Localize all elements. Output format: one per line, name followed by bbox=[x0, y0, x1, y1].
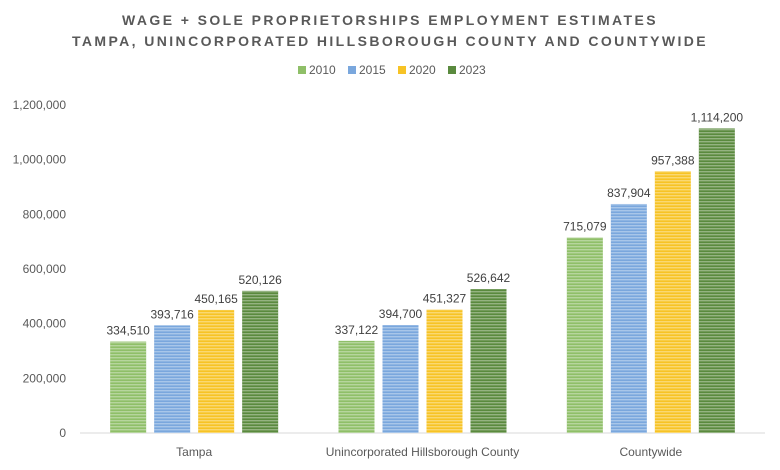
data-label-2015-0: 393,716 bbox=[150, 307, 194, 321]
legend-swatch-2010 bbox=[298, 66, 306, 74]
bar-2010-2 bbox=[566, 237, 603, 433]
bar-texture bbox=[426, 309, 463, 433]
bar-2023-2 bbox=[698, 128, 735, 433]
bar-2015-2 bbox=[610, 203, 647, 433]
bar-texture bbox=[610, 203, 647, 433]
category-label-2: Countywide bbox=[619, 445, 682, 459]
bar-2015-1 bbox=[382, 325, 419, 433]
data-label-2020-0: 450,165 bbox=[194, 292, 238, 306]
bar-texture bbox=[654, 171, 691, 433]
bar-texture bbox=[470, 289, 507, 433]
bar-texture bbox=[698, 128, 735, 433]
data-label-2010-2: 715,079 bbox=[563, 220, 607, 234]
legend-label-2020: 2020 bbox=[409, 63, 436, 77]
data-label-2023-0: 520,126 bbox=[238, 273, 282, 287]
bar-texture bbox=[198, 309, 235, 433]
y-axis: 0 200,000 400,000 600,000 800,000 1,000,000 1,… bbox=[13, 98, 765, 440]
bar-2020-1 bbox=[426, 309, 463, 433]
y-tick-label: 1,000,000 bbox=[13, 153, 67, 167]
data-label-2020-1: 451,327 bbox=[423, 292, 467, 306]
bar-texture bbox=[566, 237, 603, 433]
y-tick-label: 800,000 bbox=[23, 207, 67, 221]
bar-2023-1 bbox=[470, 289, 507, 433]
category-label-0: Tampa bbox=[176, 445, 212, 459]
data-label-2015-1: 394,700 bbox=[379, 307, 423, 321]
legend: 2010 2015 2020 2023 bbox=[298, 63, 486, 77]
y-tick-label: 400,000 bbox=[23, 317, 67, 331]
category-label-1: Unincorporated Hillsborough County bbox=[326, 445, 519, 459]
data-label-2023-2: 1,114,200 bbox=[691, 110, 744, 124]
legend-label-2023: 2023 bbox=[459, 63, 486, 77]
bar-2015-0 bbox=[154, 325, 191, 433]
data-label-2020-2: 957,388 bbox=[651, 153, 695, 167]
data-label-2010-1: 337,122 bbox=[335, 323, 379, 337]
bar-texture bbox=[154, 325, 191, 433]
data-label-2015-2: 837,904 bbox=[607, 186, 651, 200]
bar-2010-1 bbox=[338, 340, 375, 433]
legend-label-2010: 2010 bbox=[309, 63, 336, 77]
legend-swatch-2020 bbox=[398, 66, 406, 74]
bar-texture bbox=[110, 341, 147, 433]
data-label-2023-1: 526,642 bbox=[467, 271, 511, 285]
y-tick-label: 600,000 bbox=[23, 262, 67, 276]
y-tick-label: 0 bbox=[59, 426, 66, 440]
chart-title-line-1: WAGE + SOLE PROPRIETORSHIPS EMPLOYMENT E… bbox=[122, 12, 658, 28]
chart-title-line-2: TAMPA, UNINCORPORATED HILLSBOROUGH COUNT… bbox=[71, 33, 709, 49]
bar-texture bbox=[382, 325, 419, 433]
legend-label-2015: 2015 bbox=[359, 63, 386, 77]
bar-2023-0 bbox=[242, 290, 279, 433]
x-axis: Tampa Unincorporated Hillsborough County C… bbox=[176, 445, 682, 459]
bar-2020-2 bbox=[654, 171, 691, 433]
legend-swatch-2015 bbox=[348, 66, 356, 74]
data-label-2010-0: 334,510 bbox=[106, 324, 150, 338]
y-tick-label: 200,000 bbox=[23, 371, 67, 385]
bar-texture bbox=[338, 340, 375, 433]
bars bbox=[110, 128, 735, 433]
y-tick-label: 1,200,000 bbox=[13, 98, 67, 112]
bar-2010-0 bbox=[110, 341, 147, 433]
bar-2020-0 bbox=[198, 309, 235, 433]
legend-swatch-2023 bbox=[448, 66, 456, 74]
bar-texture bbox=[242, 290, 279, 433]
